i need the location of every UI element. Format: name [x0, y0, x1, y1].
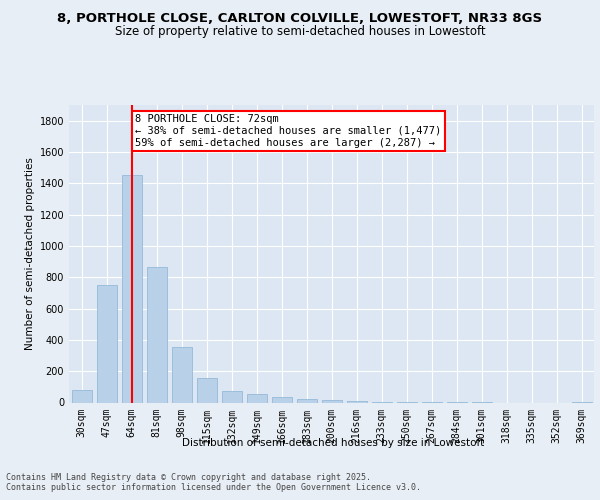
Bar	[97, 285, 116, 403]
Bar	[322, 400, 341, 402]
Bar	[172, 347, 191, 403]
Bar	[221, 391, 241, 402]
Bar	[247, 394, 266, 402]
Text: Contains public sector information licensed under the Open Government Licence v3: Contains public sector information licen…	[6, 484, 421, 492]
Bar	[271, 397, 292, 402]
Bar	[121, 176, 142, 402]
Text: Contains HM Land Registry data © Crown copyright and database right 2025.: Contains HM Land Registry data © Crown c…	[6, 472, 371, 482]
Bar	[146, 267, 167, 402]
Text: Distribution of semi-detached houses by size in Lowestoft: Distribution of semi-detached houses by …	[182, 438, 484, 448]
Bar	[296, 398, 317, 402]
Text: 8 PORTHOLE CLOSE: 72sqm
← 38% of semi-detached houses are smaller (1,477)
59% of: 8 PORTHOLE CLOSE: 72sqm ← 38% of semi-de…	[135, 114, 442, 148]
Bar	[197, 378, 217, 402]
Bar	[347, 401, 367, 402]
Bar	[71, 390, 91, 402]
Y-axis label: Number of semi-detached properties: Number of semi-detached properties	[25, 158, 35, 350]
Text: 8, PORTHOLE CLOSE, CARLTON COLVILLE, LOWESTOFT, NR33 8GS: 8, PORTHOLE CLOSE, CARLTON COLVILLE, LOW…	[58, 12, 542, 26]
Text: Size of property relative to semi-detached houses in Lowestoft: Size of property relative to semi-detach…	[115, 25, 485, 38]
